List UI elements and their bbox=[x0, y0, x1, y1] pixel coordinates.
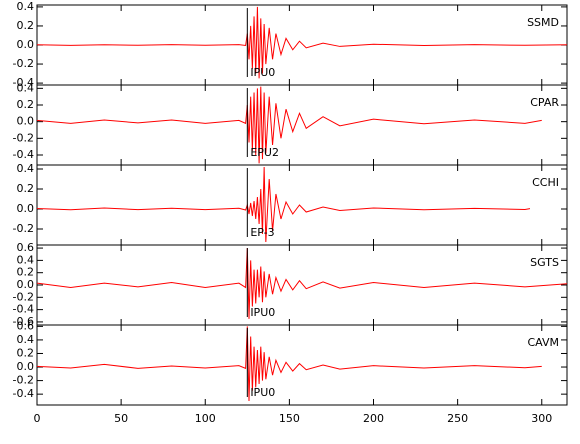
pick-label: IPU0 bbox=[250, 66, 275, 79]
x-tick-label: 0 bbox=[34, 412, 41, 425]
y-tick-label: 0.2 bbox=[17, 346, 35, 359]
y-tick-label: 0.0 bbox=[17, 202, 35, 215]
y-tick-label: -0.4 bbox=[13, 76, 34, 89]
y-tick-label: -0.4 bbox=[13, 148, 34, 161]
y-tick-label: 0.0 bbox=[17, 115, 35, 128]
y-tick-label: 0.4 bbox=[17, 0, 35, 13]
trace bbox=[36, 6, 568, 79]
station-label: SGTS bbox=[530, 256, 559, 269]
y-tick-label: 0.6 bbox=[17, 319, 35, 332]
y-tick-label: 0.0 bbox=[17, 360, 35, 373]
y-tick-label: 0.4 bbox=[17, 81, 35, 94]
trace bbox=[36, 326, 542, 401]
x-tick-label: 300 bbox=[531, 412, 552, 425]
y-tick-label: 0.2 bbox=[17, 19, 35, 32]
y-tick-label: -0.4 bbox=[13, 303, 34, 316]
panel-frame bbox=[36, 84, 568, 166]
trace bbox=[36, 166, 531, 243]
trace bbox=[36, 248, 568, 319]
y-tick-label: -0.2 bbox=[13, 57, 34, 70]
y-tick-label: 0.6 bbox=[17, 241, 35, 254]
station-label: SSMD bbox=[527, 16, 559, 29]
y-tick-label: 0.2 bbox=[17, 98, 35, 111]
x-tick-label: 150 bbox=[279, 412, 300, 425]
y-tick-label: 0.0 bbox=[17, 278, 35, 291]
x-tick-label: 250 bbox=[447, 412, 468, 425]
pick-label: EPU2 bbox=[250, 146, 279, 159]
y-tick-label: 0.4 bbox=[17, 253, 35, 266]
pick-label: IPU0 bbox=[250, 386, 275, 399]
y-tick-label: 0.4 bbox=[17, 333, 35, 346]
pick-label: EP-3 bbox=[250, 226, 274, 239]
panel-frame bbox=[36, 244, 568, 326]
pick-label: IPU0 bbox=[250, 306, 275, 319]
x-tick-label: 200 bbox=[363, 412, 384, 425]
y-tick-label: 0.2 bbox=[17, 266, 35, 279]
y-tick-label: 0.4 bbox=[17, 162, 35, 175]
y-tick-label: 0.0 bbox=[17, 38, 35, 51]
y-tick-label: -0.2 bbox=[13, 374, 34, 387]
panel-frame bbox=[36, 324, 568, 406]
y-tick-label: -0.4 bbox=[13, 387, 34, 400]
station-label: CAVM bbox=[527, 336, 559, 349]
y-tick-label: -0.2 bbox=[13, 131, 34, 144]
x-tick-label: 100 bbox=[195, 412, 216, 425]
x-tick-label: 50 bbox=[114, 412, 128, 425]
y-tick-label: -0.6 bbox=[13, 315, 34, 328]
trace bbox=[36, 86, 542, 164]
station-label: CCHI bbox=[532, 176, 559, 189]
panel-frame bbox=[36, 164, 568, 246]
y-tick-label: -0.2 bbox=[13, 222, 34, 235]
station-label: CPAR bbox=[530, 96, 559, 109]
y-tick-label: 0.2 bbox=[17, 182, 35, 195]
y-tick-label: -0.2 bbox=[13, 290, 34, 303]
